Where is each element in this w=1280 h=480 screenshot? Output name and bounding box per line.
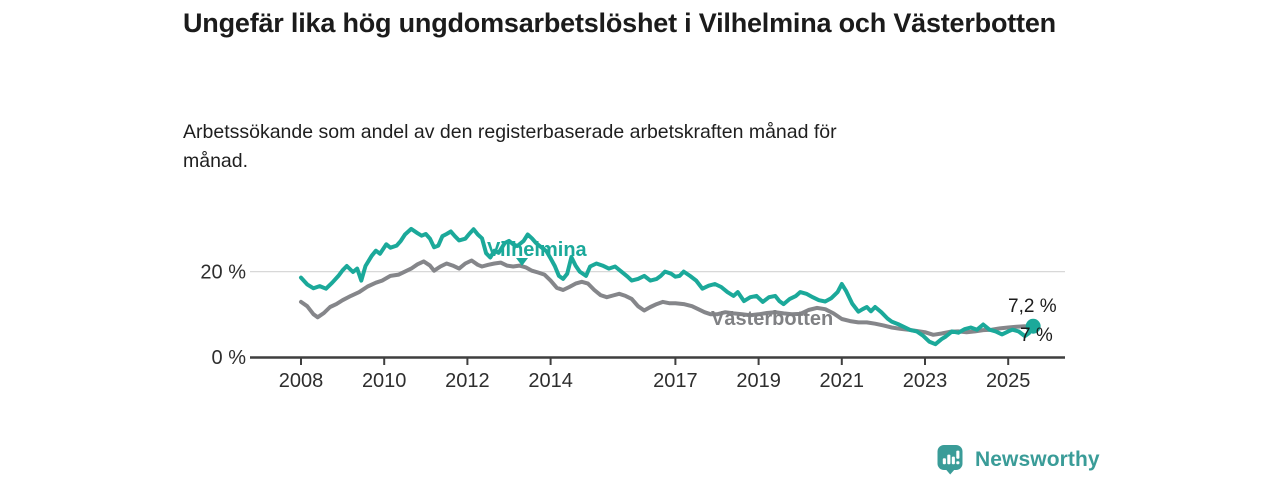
series-label-vasterbotten: Västerbotten	[711, 308, 834, 330]
newsworthy-logo: Newsworthy	[936, 444, 1100, 475]
x-tick-label: 2021	[820, 370, 865, 392]
series-label-vilhelmina: Vilhelmina	[487, 239, 587, 261]
vilhelmina-pointer-icon	[516, 258, 528, 266]
x-tick-label: 2025	[986, 370, 1031, 392]
newsworthy-bubble-chart-icon	[937, 445, 963, 475]
end-value-vasterbotten: 7 %	[1020, 325, 1053, 346]
x-tick-label: 2010	[362, 370, 407, 392]
end-value-vilhelmina: 7,2 %	[1008, 296, 1057, 317]
x-tick-label: 2012	[445, 370, 490, 392]
line-västerbotten	[299, 258, 1036, 337]
y-axis-label: 0 %	[212, 347, 247, 369]
x-tick-label: 2017	[653, 370, 698, 392]
x-tick-label: 2008	[279, 370, 324, 392]
line-vilhelmina	[299, 226, 1036, 347]
chart-subtitle: Arbetssökande som andel av den registerb…	[183, 121, 837, 173]
newsworthy-logo-text: Newsworthy	[975, 447, 1100, 471]
x-tick-label: 2019	[736, 370, 781, 392]
end-dot-vilhelmina	[1025, 318, 1041, 334]
chart-title: Ungefär lika hög ungdomsarbetslöshet i V…	[183, 8, 1056, 38]
y-axis-label: 20 %	[200, 262, 246, 284]
x-tick-label: 2023	[903, 370, 948, 392]
x-tick-label: 2014	[528, 370, 573, 392]
